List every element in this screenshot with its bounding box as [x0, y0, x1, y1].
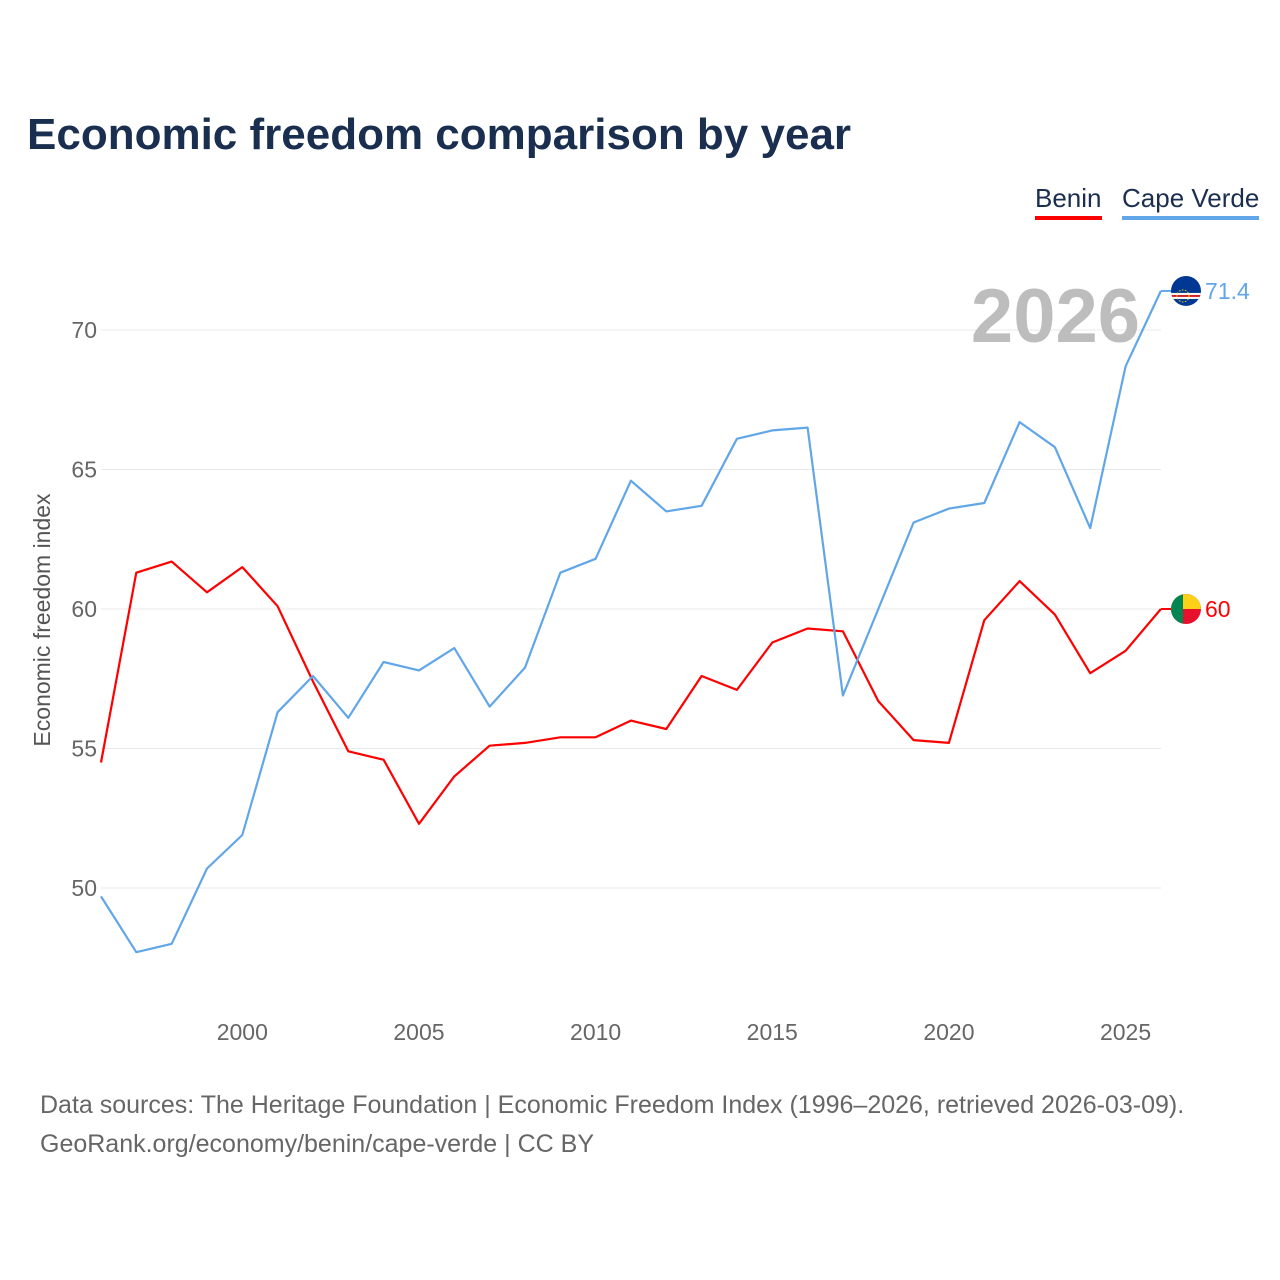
x-tick-label: 2005	[393, 1019, 444, 1045]
y-tick-label: 60	[71, 596, 97, 622]
cape-verde-flag-icon	[1171, 275, 1201, 306]
legend-benin[interactable]: Benin	[1035, 183, 1102, 220]
y-tick-label: 55	[71, 736, 97, 762]
footer-sources: Data sources: The Heritage Foundation | …	[40, 1091, 1185, 1119]
y-tick-label: 65	[71, 457, 97, 483]
y-tick-label: 50	[71, 875, 97, 901]
chart-title: Economic freedom comparison by year	[27, 110, 852, 159]
benin-flag-icon	[1171, 594, 1201, 624]
series-line-benin[interactable]	[99, 560, 1162, 825]
x-tick-label: 2000	[217, 1019, 268, 1045]
legend-cape-verde[interactable]: Cape Verde	[1122, 183, 1260, 220]
series-line-cape-verde[interactable]	[100, 290, 1162, 954]
x-tick-label: 2025	[1100, 1019, 1151, 1045]
footer: Data sources: The Heritage Foundation | …	[40, 1086, 1184, 1164]
y-axis-label: Economic freedom index	[29, 493, 55, 747]
x-tick-label: 2015	[747, 1019, 798, 1045]
footer-link[interactable]: GeoRank.org/economy/benin/cape-verde | C…	[40, 1130, 595, 1158]
end-value-label: 71.4	[1205, 278, 1250, 304]
y-tick-label: 70	[71, 317, 97, 343]
end-value-label: 60	[1205, 596, 1231, 622]
x-tick-label: 2010	[570, 1019, 621, 1045]
x-tick-label: 2020	[923, 1019, 974, 1045]
year-watermark: 2026	[971, 274, 1140, 359]
